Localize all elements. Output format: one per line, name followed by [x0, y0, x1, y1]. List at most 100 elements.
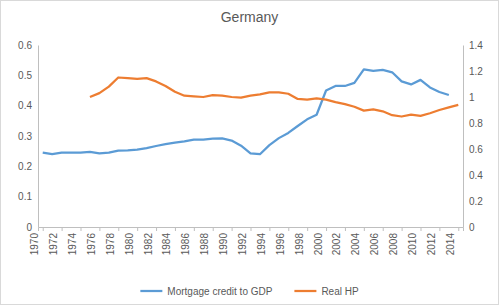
tick-label: 1	[469, 92, 475, 103]
tick-mark	[345, 227, 346, 231]
tick: 2012	[426, 227, 440, 255]
tick: 0.4	[463, 170, 483, 181]
tick-label: 1998	[294, 233, 305, 256]
tick-label: 1992	[237, 233, 248, 256]
x-axis: 1970197219741976197819801982198419861988…	[29, 227, 463, 255]
tick-mark	[402, 227, 403, 231]
legend-label: Real HP	[321, 286, 359, 297]
tick-label: 2006	[369, 233, 380, 256]
tick-label: 0.2	[18, 161, 32, 172]
tick-mark	[364, 227, 365, 231]
tick-label: 2000	[313, 233, 324, 256]
tick-label: 2002	[331, 233, 342, 256]
tick-mark	[62, 227, 63, 231]
tick-mark	[118, 227, 119, 231]
tick-label: 1990	[218, 233, 229, 256]
y-axis: 0 0.1 0.2 0.3 0.4 0.5 0.6	[18, 40, 38, 233]
legend: Mortgage credit to GDP Real HP	[140, 286, 359, 297]
legend-swatch	[294, 290, 316, 292]
tick-mark	[307, 227, 308, 231]
tick: 2004	[350, 227, 364, 255]
tick: 1974	[67, 227, 81, 255]
tick-mark	[175, 227, 176, 231]
tick-mark	[232, 227, 233, 231]
tick-label: 2008	[388, 233, 399, 256]
tick-label: 0.8	[469, 118, 483, 129]
tick-label: 0.2	[469, 196, 483, 207]
tick-mark	[251, 227, 252, 231]
tick-mark	[194, 227, 195, 231]
tick-mark	[288, 227, 289, 231]
tick-mark	[81, 227, 82, 231]
tick: 1982	[143, 227, 157, 255]
tick: 2006	[369, 227, 383, 255]
axis-line	[463, 46, 464, 228]
tick-label: 2012	[426, 233, 437, 256]
tick-label: 1988	[199, 233, 210, 256]
tick-label: 0.4	[18, 100, 32, 111]
tick-label: 1986	[180, 233, 191, 256]
tick: 1.4	[463, 40, 483, 51]
tick-mark	[137, 227, 138, 231]
tick: 2000	[313, 227, 327, 255]
tick-label: 1970	[29, 233, 40, 256]
tick: 0.5	[18, 70, 38, 81]
tick-mark	[43, 227, 44, 231]
tick: 0	[26, 222, 38, 233]
tick: 0.6	[463, 144, 483, 155]
tick-mark	[421, 227, 422, 231]
tick-label: 1974	[67, 233, 78, 256]
tick: 1998	[294, 227, 308, 255]
tick: 1976	[86, 227, 100, 255]
tick: 0.1	[18, 191, 38, 202]
tick: 2010	[407, 227, 421, 255]
tick-label: 2004	[350, 233, 361, 256]
tick-mark	[99, 227, 100, 231]
tick: 1980	[124, 227, 138, 255]
tick-label: 0.4	[469, 170, 483, 181]
tick-label: 0.6	[18, 40, 32, 51]
tick-label: 2010	[407, 233, 418, 256]
tick-label: 0.5	[18, 70, 32, 81]
tick-label: 1994	[256, 233, 267, 256]
tick-label: 1980	[124, 233, 135, 256]
plot-area: 0 0.1 0.2 0.3 0.4 0.5 0.6 0 0.2 0.4 0.6 0.8 1 1.2 1.4 1…	[18, 40, 483, 256]
legend-swatch	[140, 290, 162, 292]
tick: 0.4	[18, 100, 38, 111]
legend-label: Mortgage credit to GDP	[167, 286, 272, 297]
title: Germany	[221, 9, 279, 25]
tick-label: 0.6	[469, 144, 483, 155]
tick-label: 1984	[161, 233, 172, 256]
tick-label: 0	[26, 222, 32, 233]
tick: 1984	[161, 227, 175, 255]
tick: 1.2	[463, 66, 483, 77]
tick-label: 1.2	[469, 66, 483, 77]
line	[90, 78, 458, 117]
tick-mark	[269, 227, 270, 231]
chart: Germany 0 0.1 0.2 0.3 0.4 0.5 0.6 0 0.2 0.4 0.6 0.8 1…	[0, 0, 499, 305]
legend-item: Mortgage credit to GDP	[140, 286, 272, 297]
tick-label: 1982	[143, 233, 154, 256]
tick: 2014	[445, 227, 459, 255]
tick-label: 0.3	[18, 131, 32, 142]
series-group	[43, 69, 459, 154]
tick-label: 0	[469, 222, 475, 233]
tick-label: 0.1	[18, 191, 32, 202]
tick-mark	[156, 227, 157, 231]
tick: 1992	[237, 227, 251, 255]
tick-label: 1972	[48, 233, 59, 256]
legend-item: Real HP	[294, 286, 359, 297]
tick-mark	[439, 227, 440, 231]
chart-border	[1, 1, 499, 305]
tick: 0.6	[18, 40, 38, 51]
tick: 2008	[388, 227, 402, 255]
tick: 0.8	[463, 118, 483, 129]
tick-mark	[326, 227, 327, 231]
tick: 0.2	[463, 196, 483, 207]
line	[43, 69, 449, 154]
y2-axis: 0 0.2 0.4 0.6 0.8 1 1.2 1.4	[463, 40, 483, 233]
tick: 1972	[48, 227, 62, 255]
tick-mark	[213, 227, 214, 231]
tick-label: 1.4	[469, 40, 483, 51]
tick: 0	[463, 222, 475, 233]
